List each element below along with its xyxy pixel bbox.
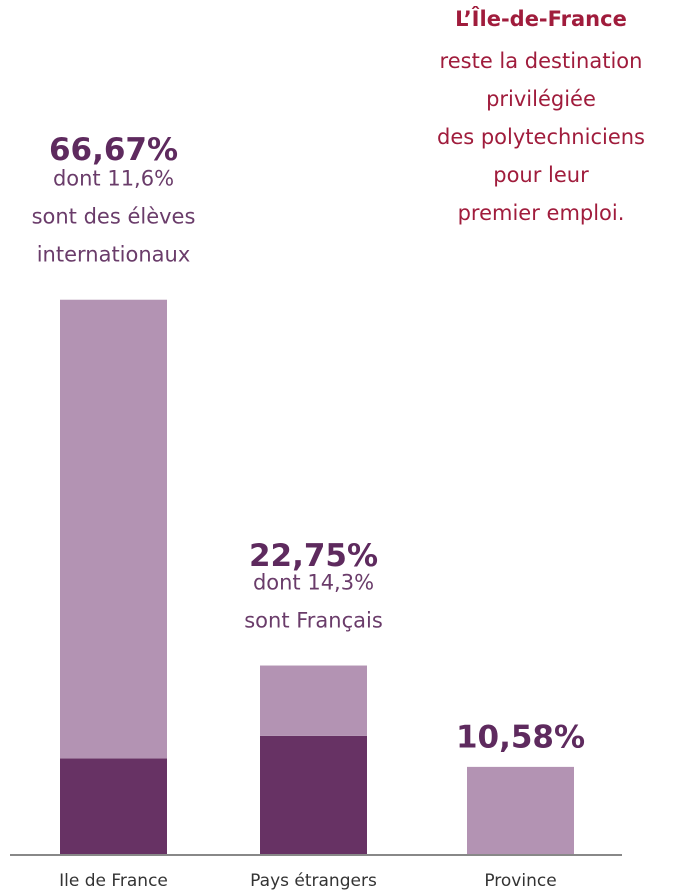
x-tick-label: Pays étrangers bbox=[250, 871, 377, 891]
subheading: privilégiée bbox=[486, 87, 596, 111]
subheading: pour leur bbox=[493, 163, 589, 187]
total-label: 10,58% bbox=[456, 719, 585, 755]
subheading: reste la destination bbox=[440, 49, 643, 73]
annotation: sont Français bbox=[244, 609, 383, 633]
total-label: 66,67% bbox=[49, 132, 178, 168]
subheading: des polytechniciens bbox=[437, 125, 645, 149]
bar-segment bbox=[60, 758, 167, 855]
bar-segment bbox=[467, 766, 574, 855]
bar-segment bbox=[260, 735, 367, 855]
annotation: internationaux bbox=[37, 243, 191, 267]
x-tick-label: Province bbox=[484, 871, 556, 891]
annotation: sont des élèves bbox=[32, 205, 196, 229]
total-label: 22,75% bbox=[249, 538, 378, 574]
annotation: dont 14,3% bbox=[253, 571, 374, 595]
annotation: dont 11,6% bbox=[53, 167, 174, 191]
heading: L’Île-de-France bbox=[455, 6, 627, 31]
bar-segment bbox=[60, 299, 167, 759]
x-tick-label: Ile de France bbox=[59, 871, 168, 891]
bar-segment bbox=[260, 665, 367, 736]
subheading: premier emploi. bbox=[458, 201, 625, 225]
